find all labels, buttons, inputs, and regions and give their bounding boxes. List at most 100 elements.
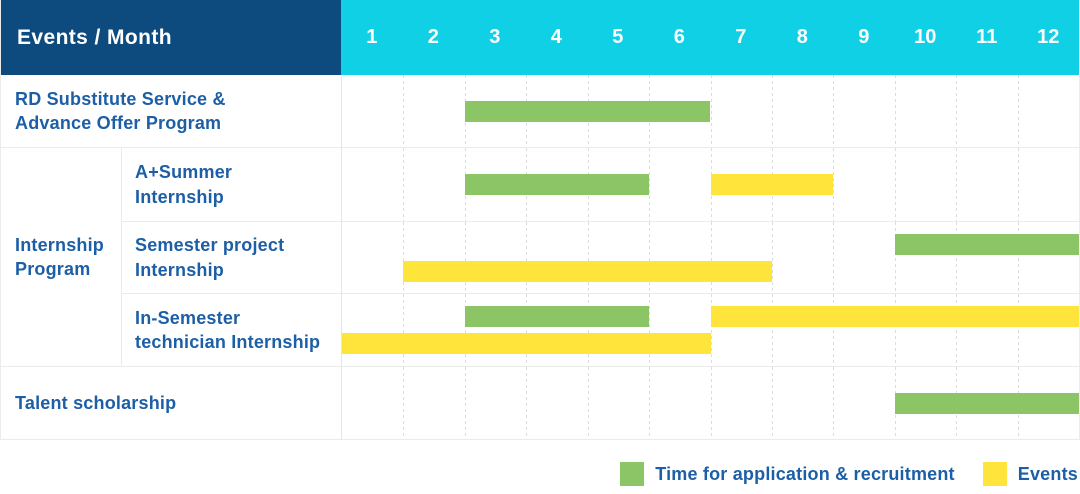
month-gridline — [587, 367, 589, 439]
group-label-line: Program — [15, 259, 91, 279]
month-header-12: 12 — [1017, 0, 1079, 75]
month-header-3: 3 — [464, 0, 526, 75]
month-gridline — [771, 294, 773, 366]
month-gridline — [464, 367, 466, 439]
row-label-talent-scholarship: Talent scholarship — [1, 367, 341, 440]
month-gridline — [403, 367, 405, 439]
month-gridline — [649, 367, 651, 439]
month-gridline — [1017, 148, 1019, 221]
month-gridline — [956, 75, 958, 147]
month-gridline — [526, 222, 528, 293]
gantt-bar-line — [342, 100, 1079, 122]
row-label-semester-project: Semester project Internship — [121, 222, 341, 294]
month-gridline — [1017, 75, 1019, 147]
month-header-4: 4 — [525, 0, 587, 75]
legend-item-events: Events — [982, 462, 1078, 486]
month-header-2: 2 — [402, 0, 464, 75]
month-gridline — [956, 294, 958, 366]
month-gridline — [833, 148, 835, 221]
row-chart-semester-project — [341, 222, 1079, 294]
gantt-bar-line — [342, 233, 1079, 255]
month-gridline — [526, 367, 528, 439]
month-gridline — [894, 75, 896, 147]
row-label-a-plus-summer: A+Summer Internship — [121, 148, 341, 222]
gantt-bar-recruitment — [464, 306, 650, 327]
month-gridline — [833, 367, 835, 439]
gantt-bar-recruitment — [464, 100, 711, 122]
events-swatch-icon — [982, 462, 1007, 486]
row-chart-a-plus-summer — [341, 148, 1079, 222]
row-chart-in-semester-technician — [341, 294, 1079, 367]
month-gridline — [771, 367, 773, 439]
group-label-internship-program: Internship Program — [1, 148, 121, 367]
gantt-bar-line — [342, 392, 1079, 414]
gantt-bar-line — [342, 333, 1079, 354]
month-gridline — [771, 222, 773, 293]
month-gridline — [649, 294, 651, 366]
month-header-1: 1 — [341, 0, 403, 75]
month-gridline — [710, 294, 712, 366]
gantt-bar-event — [710, 306, 1079, 327]
legend-item-recruitment: Time for application & recruitment — [620, 462, 955, 486]
row-label-in-semester-technician: In-Semester technician Internship — [121, 294, 341, 367]
month-gridline — [587, 294, 589, 366]
month-gridline — [956, 148, 958, 221]
legend-label: Events — [1017, 463, 1078, 484]
row-label-line: RD Substitute Service & — [15, 88, 226, 109]
month-gridline — [894, 222, 896, 293]
month-gridline — [649, 148, 651, 221]
row-label-rd-substitute: RD Substitute Service & Advance Offer Pr… — [1, 75, 341, 148]
month-gridline — [833, 75, 835, 147]
month-header-7: 7 — [710, 0, 772, 75]
month-gridline — [833, 222, 835, 293]
month-gridline — [894, 294, 896, 366]
month-header-5: 5 — [587, 0, 649, 75]
gantt-bar-line — [342, 306, 1079, 327]
gantt-bar-event — [403, 260, 772, 282]
month-header-11: 11 — [956, 0, 1018, 75]
gantt-bar-line — [342, 260, 1079, 282]
gantt-bar-recruitment — [894, 233, 1079, 255]
month-gridline — [710, 367, 712, 439]
gantt-bar-event — [342, 333, 711, 354]
month-gridline — [1017, 222, 1019, 293]
gantt-bar-line — [342, 174, 1079, 195]
month-gridline — [403, 148, 405, 221]
month-gridline — [403, 294, 405, 366]
row-label-line: In-Semester — [135, 307, 241, 328]
month-gridline — [403, 75, 405, 147]
row-chart-rd-substitute — [341, 75, 1079, 148]
row-label-line: Internship — [135, 186, 225, 207]
month-gridline — [833, 294, 835, 366]
month-header-10: 10 — [894, 0, 956, 75]
month-gridline — [1017, 294, 1019, 366]
month-gridline — [464, 294, 466, 366]
row-label-line: Internship — [135, 259, 225, 280]
month-gridline — [526, 294, 528, 366]
month-gridline — [894, 148, 896, 221]
month-gridline — [587, 222, 589, 293]
month-gridline — [464, 222, 466, 293]
row-label-line: technician Internship — [135, 332, 321, 352]
month-header-9: 9 — [833, 0, 895, 75]
row-chart-talent-scholarship — [341, 367, 1079, 440]
group-label-line: Internship — [15, 234, 105, 255]
month-gridline — [771, 75, 773, 147]
row-label-line: Semester project — [135, 235, 285, 256]
gantt-table: Events / Month 1 2 3 4 5 6 7 8 9 10 11 1… — [0, 0, 1080, 440]
gantt-bar-event — [710, 174, 834, 195]
month-header-6: 6 — [648, 0, 710, 75]
legend-label: Time for application & recruitment — [655, 463, 955, 484]
gantt-bar-recruitment — [894, 392, 1079, 414]
month-gridline — [956, 222, 958, 293]
row-label-line: Talent scholarship — [15, 392, 177, 413]
recruitment-swatch-icon — [620, 462, 645, 486]
gantt-bar-recruitment — [464, 174, 650, 195]
month-header-8: 8 — [771, 0, 833, 75]
corner-header: Events / Month — [1, 0, 341, 75]
month-gridline — [710, 75, 712, 147]
month-gridline — [710, 222, 712, 293]
month-gridline — [649, 222, 651, 293]
row-label-line: A+Summer — [135, 162, 233, 183]
month-gridline — [403, 222, 405, 293]
